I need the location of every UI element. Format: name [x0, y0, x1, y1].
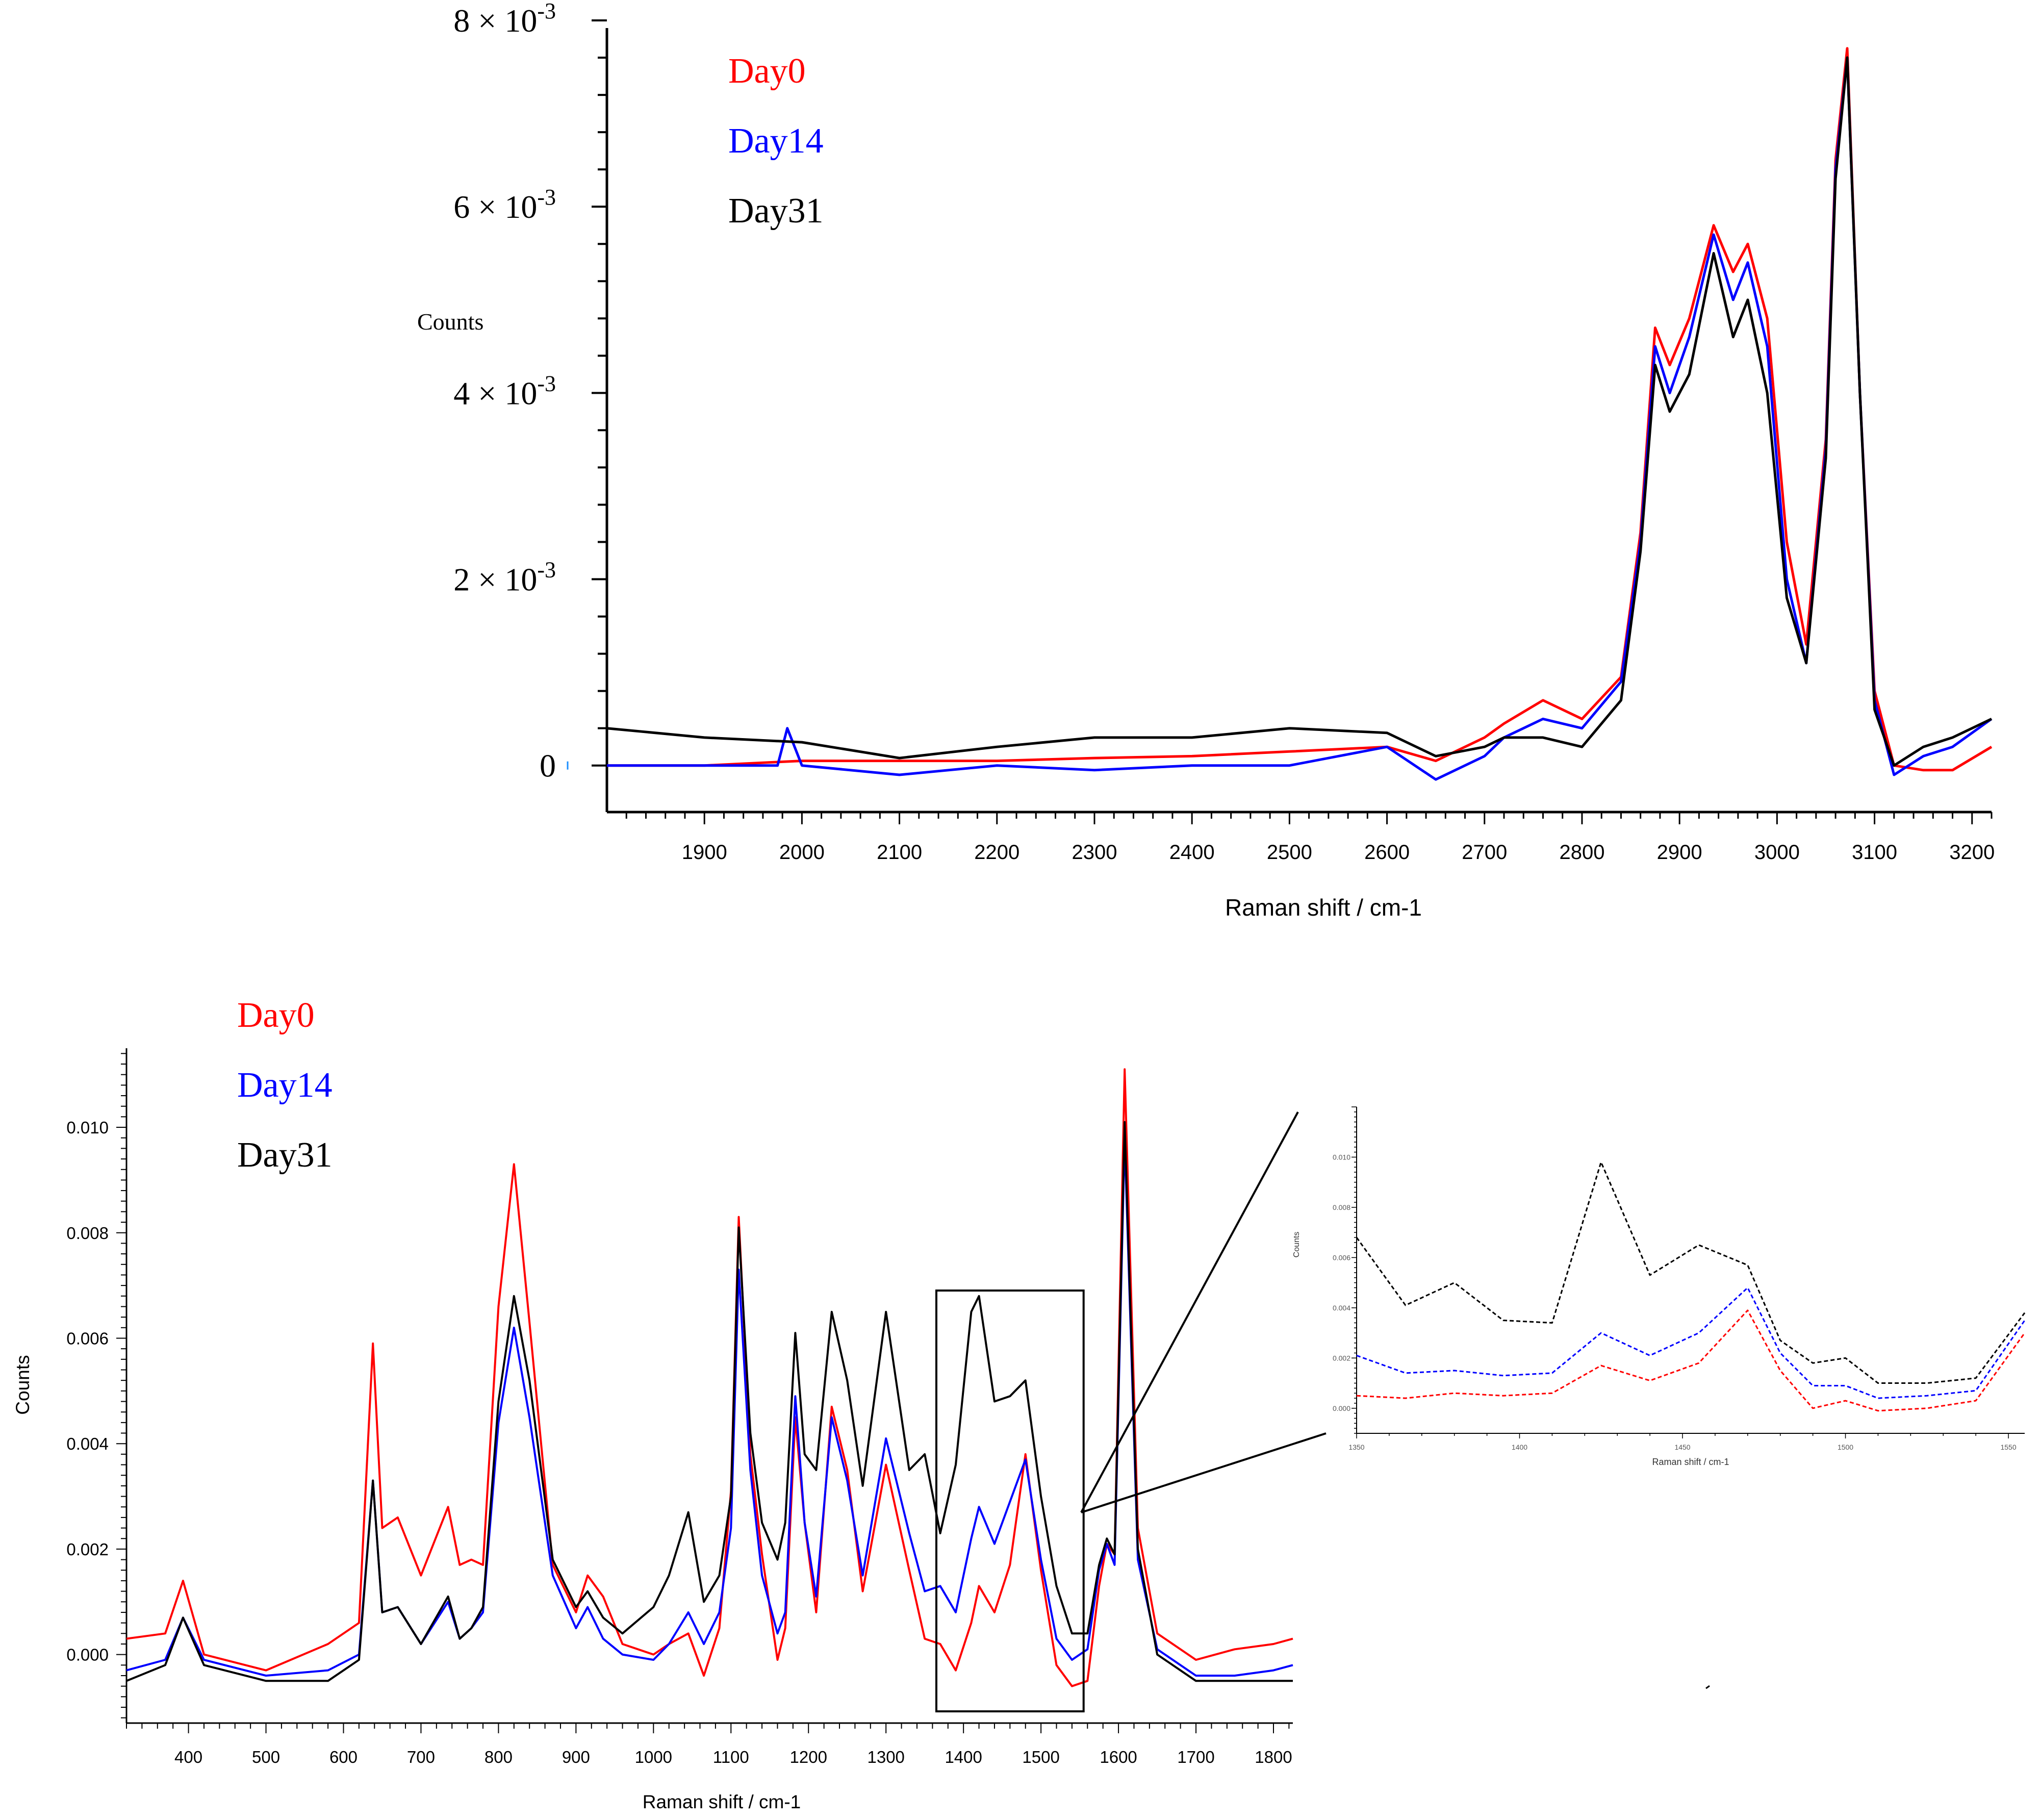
- zoom-connector-lines: [1080, 1111, 1327, 1513]
- inset-y-tick-label: 0.004: [1333, 1304, 1350, 1312]
- zoom-connector-lower: [1081, 1432, 1327, 1513]
- bottom-x-tick-label: 400: [174, 1748, 202, 1766]
- top-y-tick-mantissa: 2 × 10: [453, 562, 537, 598]
- bottom-y-tick-label: 0.000: [66, 1646, 109, 1664]
- top-legend-entry-day31: Day31: [728, 191, 824, 231]
- top-series-day31: [606, 56, 1993, 767]
- top-y-tick-label: 2 × 10-3: [453, 558, 556, 598]
- top-x-tick-label: 2500: [1267, 841, 1312, 864]
- zoom-connector-upper: [1080, 1111, 1299, 1513]
- stray-mark: [1705, 1685, 1710, 1689]
- top-y-tick-label: 8 × 10-3: [453, 0, 556, 39]
- inset-x-tick-label: 1500: [1838, 1443, 1853, 1451]
- top-x-tick-label: 2700: [1462, 841, 1507, 864]
- bottom-x-tick-label: 1700: [1177, 1748, 1214, 1766]
- top-y-tick-label: 6 × 10-3: [453, 185, 556, 225]
- bottom-x-tick-label: 1100: [713, 1748, 749, 1766]
- inset-x-tick-label: 1450: [1674, 1443, 1690, 1451]
- top-y-tick-label: 4 × 10-3: [453, 371, 556, 411]
- top-y-tick-exponent: -3: [537, 371, 556, 396]
- top-y-tick-label: 0: [540, 748, 556, 784]
- top-x-tick-label: 2300: [1072, 841, 1117, 864]
- top-y-tick-mantissa: 8 × 10: [453, 3, 537, 39]
- zoom-highlight-box: [935, 1290, 1085, 1712]
- top-x-tick-label: 2100: [877, 841, 922, 864]
- top-x-tick-label: 1900: [682, 841, 727, 864]
- top-x-tick-label: 2900: [1657, 841, 1702, 864]
- top-x-tick-label: 2200: [974, 841, 1019, 864]
- bottom-x-axis-label: Raman shift / cm-1: [643, 1791, 801, 1812]
- inset-x-axis-label: Raman shift / cm-1: [1652, 1457, 1729, 1467]
- top-x-tick-label: 2000: [779, 841, 825, 864]
- top-legend-entry-day14: Day14: [728, 121, 824, 161]
- inset-zoom-chart: 0.000 0.002 0.004 0.006 0.008 0.010 1350 1400 14…: [1292, 1106, 2026, 1467]
- top-x-axis-label: Raman shift / cm-1: [1225, 894, 1422, 921]
- bottom-y-tick-label: 0.004: [66, 1434, 109, 1453]
- bottom-y-tick-label: 0.006: [66, 1329, 109, 1348]
- top-x-tick-label: 3200: [1949, 841, 1995, 864]
- top-y-tick-exponent: -3: [537, 0, 556, 23]
- bottom-x-tick-label: 700: [407, 1748, 435, 1766]
- inset-y-axis-label: Counts: [1292, 1232, 1301, 1258]
- top-legend-entry-day0: Day0: [728, 52, 806, 91]
- inset-series-day31: [1356, 1161, 2026, 1384]
- top-x-tick-label: 3000: [1754, 841, 1800, 864]
- bottom-x-tick-label: 1400: [945, 1748, 982, 1766]
- bottom-legend-entry-day31: Day31: [237, 1135, 333, 1175]
- bottom-y-tick-label: 0.010: [66, 1118, 109, 1137]
- bottom-x-tick-label: 1500: [1022, 1748, 1059, 1766]
- top-y-tick-mantissa: 6 × 10: [453, 189, 537, 225]
- inset-x-tick-label: 1350: [1348, 1443, 1364, 1451]
- bottom-y-tick-label: 0.008: [66, 1224, 109, 1243]
- bottom-x-tick-label: 600: [329, 1748, 358, 1766]
- bottom-x-tick-label: 1000: [635, 1748, 672, 1766]
- bottom-x-tick-label: 1600: [1100, 1748, 1137, 1766]
- top-y-tick-exponent: -3: [537, 185, 556, 210]
- bottom-y-tick-label: 0.002: [66, 1540, 109, 1559]
- bottom-x-tick-label: 1200: [790, 1748, 827, 1766]
- top-x-tick-label: 2800: [1559, 841, 1604, 864]
- inset-y-tick-label: 0.008: [1333, 1203, 1350, 1211]
- bottom-x-tick-label: 800: [484, 1748, 513, 1766]
- top-y-axis-label: Counts: [417, 309, 483, 335]
- inset-series-day0: [1356, 1309, 2026, 1412]
- inset-y-tick-label: 0.006: [1333, 1253, 1350, 1261]
- inset-x-tick-label: 1550: [2000, 1443, 2016, 1451]
- inset-y-tick-label: 0.000: [1333, 1404, 1350, 1412]
- bottom-legend-entry-day0: Day0: [237, 996, 315, 1035]
- bottom-series-day31: [126, 1121, 1293, 1682]
- inset-y-tick-label: 0.002: [1333, 1354, 1350, 1362]
- bottom-legend-entry-day14: Day14: [237, 1066, 333, 1105]
- bottom-spectrum-chart: 0.000 0.002 0.004 0.006 0.008 0.010 400 500 600 7…: [12, 996, 1710, 1812]
- top-y-tick-mantissa: 0: [540, 748, 556, 784]
- inset-x-tick-label: 1400: [1512, 1443, 1527, 1451]
- bottom-series-day14: [126, 1136, 1293, 1677]
- bottom-x-tick-label: 1800: [1255, 1748, 1292, 1766]
- top-x-tick-label: 2600: [1364, 841, 1410, 864]
- top-x-tick-label: 2400: [1169, 841, 1215, 864]
- bottom-x-tick-label: 1300: [867, 1748, 904, 1766]
- top-x-tick-label: 3100: [1852, 841, 1897, 864]
- bottom-x-tick-label: 900: [562, 1748, 590, 1766]
- top-y-tick-exponent: -3: [537, 558, 556, 583]
- bottom-x-tick-label: 500: [252, 1748, 280, 1766]
- top-y-tick-mantissa: 4 × 10: [453, 375, 537, 411]
- inset-y-tick-label: 0.010: [1333, 1153, 1350, 1161]
- bottom-y-axis-label: Counts: [12, 1355, 33, 1414]
